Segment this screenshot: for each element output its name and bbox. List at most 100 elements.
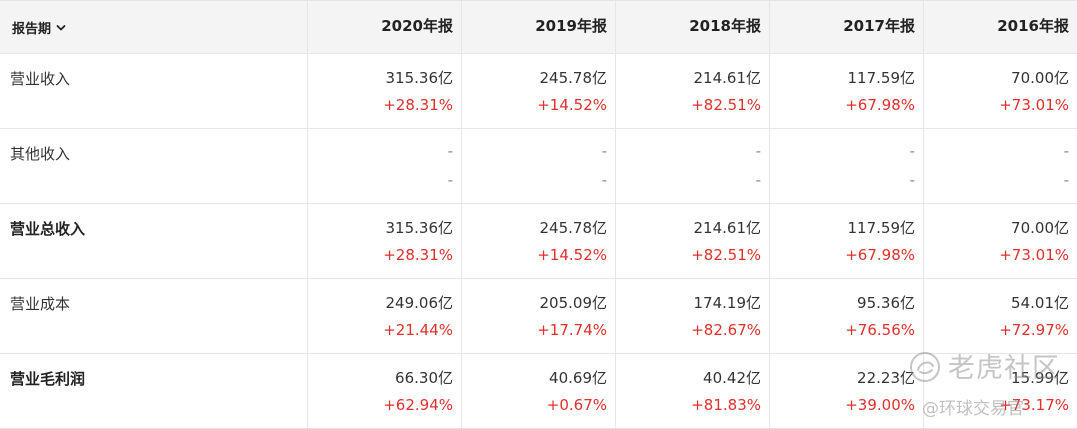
- value-cell: 205.09亿 +17.74%: [462, 279, 616, 353]
- value-cell: 15.99亿 +73.17%: [924, 354, 1077, 428]
- value-cell: 315.36亿 +28.31%: [308, 204, 462, 278]
- yoy-change: +21.44%: [383, 321, 453, 339]
- yoy-change: +73.01%: [999, 246, 1069, 264]
- period-selector[interactable]: 报告期: [12, 18, 66, 37]
- table-row: 营业成本 249.06亿 +21.44% 205.09亿 +17.74% 174.19亿 +…: [0, 279, 1077, 354]
- yoy-change: +28.31%: [383, 246, 453, 264]
- yoy-change: +82.51%: [691, 246, 761, 264]
- value-cell: 40.42亿 +81.83%: [616, 354, 770, 428]
- amount-value: -: [1063, 142, 1069, 160]
- yoy-change: +62.94%: [383, 396, 453, 414]
- yoy-change: +17.74%: [537, 321, 607, 339]
- year-header: 2019年报: [535, 17, 607, 35]
- amount-value: -: [909, 142, 915, 160]
- value-cell: --: [462, 129, 616, 203]
- table-row: 营业收入 315.36亿 +28.31% 245.78亿 +14.52% 214.61亿 +…: [0, 54, 1077, 129]
- amount-value: 249.06亿: [385, 294, 454, 312]
- yoy-change: +39.00%: [845, 396, 915, 414]
- yoy-change: +14.52%: [537, 96, 607, 114]
- value-cell: 214.61亿 +82.51%: [616, 54, 770, 128]
- yoy-change: +67.98%: [845, 96, 915, 114]
- yoy-change: +82.67%: [691, 321, 761, 339]
- year-header: 2018年报: [689, 17, 761, 35]
- amount-value: 70.00亿: [1011, 219, 1069, 237]
- amount-value: 40.42亿: [703, 369, 761, 387]
- value-cell: 249.06亿 +21.44%: [308, 279, 462, 353]
- yoy-change: +81.83%: [691, 396, 761, 414]
- value-cell: 70.00亿 +73.01%: [924, 54, 1077, 128]
- row-label: 营业总收入: [10, 220, 86, 238]
- row-label: 其他收入: [10, 145, 71, 163]
- year-header-cell: 2020年报: [308, 1, 462, 53]
- table-row: 营业毛利润 66.30亿 +62.94% 40.69亿 +0.67% 40.42亿 +81.…: [0, 354, 1077, 429]
- year-header-cell: 2018年报: [616, 1, 770, 53]
- year-header-cell: 2019年报: [462, 1, 616, 53]
- table-header-row: 报告期 2020年报 2019年报 2018年报 2017年报 2016年报: [0, 1, 1077, 54]
- year-header-cell: 2016年报: [924, 1, 1077, 53]
- table-body: 营业收入 315.36亿 +28.31% 245.78亿 +14.52% 214.61亿 +…: [0, 54, 1077, 429]
- value-cell: 66.30亿 +62.94%: [308, 354, 462, 428]
- yoy-change: -: [755, 171, 761, 189]
- amount-value: 315.36亿: [385, 69, 454, 87]
- row-label-cell: 其他收入: [0, 129, 308, 203]
- period-header-cell: 报告期: [0, 1, 308, 53]
- amount-value: 174.19亿: [693, 294, 762, 312]
- value-cell: 54.01亿 +72.97%: [924, 279, 1077, 353]
- amount-value: 15.99亿: [1011, 369, 1069, 387]
- yoy-change: +0.67%: [546, 396, 607, 414]
- yoy-change: +73.01%: [999, 96, 1069, 114]
- row-label: 营业成本: [10, 295, 71, 313]
- value-cell: 95.36亿 +76.56%: [770, 279, 924, 353]
- yoy-change: +14.52%: [537, 246, 607, 264]
- value-cell: 117.59亿 +67.98%: [770, 54, 924, 128]
- amount-value: -: [601, 142, 607, 160]
- amount-value: 205.09亿: [539, 294, 608, 312]
- amount-value: 54.01亿: [1011, 294, 1069, 312]
- amount-value: 315.36亿: [385, 219, 454, 237]
- row-label-cell: 营业毛利润: [0, 354, 308, 428]
- row-label: 营业毛利润: [10, 370, 86, 388]
- row-label: 营业收入: [10, 70, 71, 88]
- value-cell: 245.78亿 +14.52%: [462, 204, 616, 278]
- value-cell: 117.59亿 +67.98%: [770, 204, 924, 278]
- value-cell: --: [616, 129, 770, 203]
- row-label-cell: 营业总收入: [0, 204, 308, 278]
- amount-value: 117.59亿: [847, 219, 916, 237]
- year-header: 2016年报: [997, 17, 1069, 35]
- row-label-cell: 营业成本: [0, 279, 308, 353]
- value-cell: 40.69亿 +0.67%: [462, 354, 616, 428]
- amount-value: 70.00亿: [1011, 69, 1069, 87]
- amount-value: 66.30亿: [395, 369, 453, 387]
- amount-value: 95.36亿: [857, 294, 915, 312]
- value-cell: 245.78亿 +14.52%: [462, 54, 616, 128]
- year-header: 2017年报: [843, 17, 915, 35]
- value-cell: 22.23亿 +39.00%: [770, 354, 924, 428]
- yoy-change: +28.31%: [383, 96, 453, 114]
- value-cell: --: [924, 129, 1077, 203]
- yoy-change: -: [601, 171, 607, 189]
- yoy-change: +82.51%: [691, 96, 761, 114]
- table-row: 其他收入 - - - - - - - - - -: [0, 129, 1077, 204]
- year-header: 2020年报: [381, 17, 453, 35]
- value-cell: 70.00亿 +73.01%: [924, 204, 1077, 278]
- row-label-cell: 营业收入: [0, 54, 308, 128]
- amount-value: 214.61亿: [693, 69, 762, 87]
- yoy-change: +76.56%: [845, 321, 915, 339]
- yoy-change: +67.98%: [845, 246, 915, 264]
- yoy-change: +73.17%: [999, 396, 1069, 414]
- value-cell: 315.36亿 +28.31%: [308, 54, 462, 128]
- period-label: 报告期: [12, 22, 52, 37]
- value-cell: 174.19亿 +82.67%: [616, 279, 770, 353]
- year-header-cell: 2017年报: [770, 1, 924, 53]
- amount-value: 214.61亿: [693, 219, 762, 237]
- amount-value: -: [447, 142, 453, 160]
- amount-value: 245.78亿: [539, 219, 608, 237]
- amount-value: 245.78亿: [539, 69, 608, 87]
- yoy-change: -: [909, 171, 915, 189]
- amount-value: 22.23亿: [857, 369, 915, 387]
- amount-value: 40.69亿: [549, 369, 607, 387]
- chevron-down-icon: [56, 24, 66, 30]
- amount-value: 117.59亿: [847, 69, 916, 87]
- value-cell: --: [770, 129, 924, 203]
